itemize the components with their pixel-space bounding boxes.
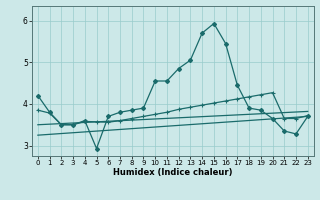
- X-axis label: Humidex (Indice chaleur): Humidex (Indice chaleur): [113, 168, 233, 177]
